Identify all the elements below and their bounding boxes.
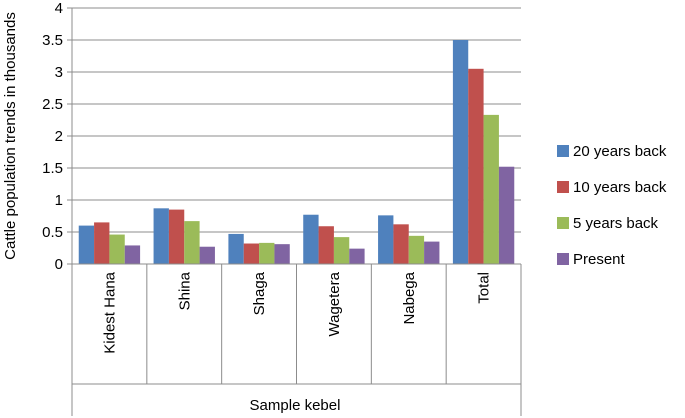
x-category-label: Kidest Hana [101, 271, 118, 353]
bar-5-years-back [483, 114, 499, 264]
legend-swatch [557, 253, 569, 265]
y-tick-label: 1 [55, 192, 63, 209]
legend-swatch [557, 181, 569, 193]
bar-10-years-back [168, 209, 185, 264]
bar-20-years-back [228, 233, 244, 264]
legend-swatch [557, 217, 569, 229]
bar-20-years-back [378, 215, 394, 264]
bar-20-years-back [78, 225, 95, 264]
bar-20-years-back [303, 214, 319, 264]
bars [78, 40, 515, 264]
bar-5-years-back [184, 221, 200, 264]
bar-10-years-back [318, 226, 334, 264]
legend-label: Present [573, 251, 626, 268]
y-axis-title: Cattle population trends in thousands [2, 12, 19, 260]
axes [71, 8, 522, 416]
x-category-label: Nabega [401, 271, 418, 324]
y-tick-labels: 0 0.5 1 1.5 2 2.5 3 3.5 4 [42, 0, 63, 273]
y-tick-label: 0 [55, 256, 63, 273]
bar-20-years-back [452, 40, 469, 264]
bar-present [199, 246, 215, 264]
bar-20-years-back [153, 208, 169, 264]
bar-10-years-back [243, 243, 260, 264]
bar-present [424, 241, 440, 264]
legend-swatch [557, 145, 569, 157]
y-tick-label: 1.5 [42, 160, 63, 177]
legend-label: 20 years back [573, 143, 667, 160]
y-tick-label: 3 [55, 64, 63, 81]
bar-present [274, 244, 290, 264]
y-tick-label: 2 [55, 128, 63, 145]
bar-5-years-back [259, 242, 275, 264]
bar-10-years-back [94, 222, 110, 264]
bar-present [498, 166, 515, 264]
bar-present [349, 248, 365, 264]
bar-5-years-back [333, 237, 350, 264]
x-category-label: Shina [176, 271, 193, 310]
y-tick-label: 4 [55, 0, 63, 17]
y-tick-label: 0.5 [42, 224, 63, 241]
y-tick-label: 2.5 [42, 96, 63, 113]
x-category-labels: Kidest Hana Shina Shaga Wagetera Nabega Total [101, 271, 492, 353]
legend-label: 10 years back [573, 179, 667, 196]
bar-present [124, 245, 141, 264]
legend: 20 years back 10 years back 5 years back Pr… [557, 143, 667, 268]
gridlines [67, 7, 521, 265]
legend-label: 5 years back [573, 215, 659, 232]
x-category-label: Wagetera [326, 271, 343, 336]
bar-10-years-back [468, 68, 484, 264]
bar-5-years-back [408, 235, 425, 264]
x-axis-title: Sample kebel [250, 397, 341, 414]
bar-5-years-back [109, 234, 125, 264]
x-category-label: Total [476, 272, 493, 304]
bar-10-years-back [393, 224, 409, 264]
y-tick-label: 3.5 [42, 32, 63, 49]
x-category-label: Shaga [251, 271, 268, 315]
